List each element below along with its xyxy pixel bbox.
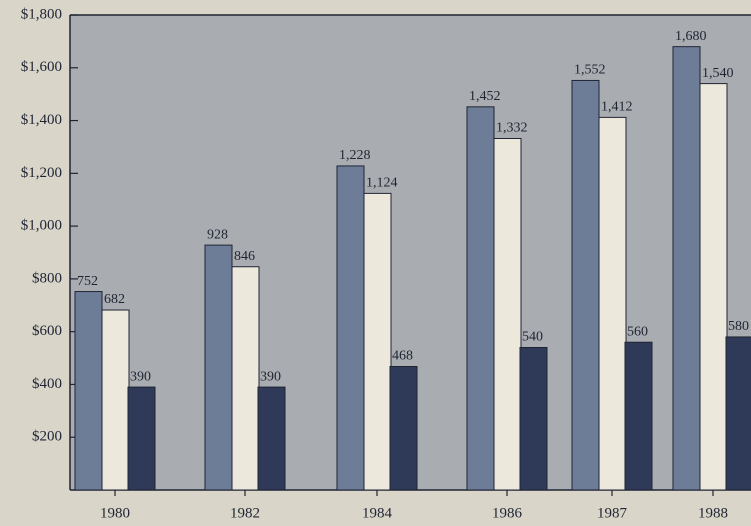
value-label: 1,332: [496, 121, 528, 136]
y-tick-label: $600: [32, 323, 62, 339]
x-tick-label: 1984: [362, 505, 393, 521]
value-label: 540: [522, 330, 543, 345]
value-label: 1,452: [469, 89, 501, 104]
y-tick-label: $1,400: [21, 112, 62, 128]
bar: [363, 192, 392, 491]
y-tick-label: $800: [32, 270, 62, 286]
bar: [672, 46, 701, 491]
value-label: 928: [207, 227, 228, 242]
value-label: 1,680: [675, 29, 707, 44]
value-label: 846: [234, 249, 255, 264]
bar: [725, 336, 751, 491]
value-label: 1,540: [702, 66, 734, 81]
bar: [336, 165, 365, 491]
bar: [74, 291, 103, 491]
y-tick-label: $1,200: [21, 165, 62, 181]
value-label: 752: [77, 274, 98, 289]
value-label: 560: [627, 324, 648, 339]
bar: [231, 266, 260, 491]
bar: [204, 244, 233, 491]
bar: [493, 138, 522, 491]
y-tick-label: $1,000: [21, 218, 62, 234]
x-tick-label: 1980: [100, 505, 130, 521]
value-label: 1,552: [574, 63, 606, 78]
y-tick-label: $200: [32, 429, 62, 445]
y-tick-label: $400: [32, 376, 62, 392]
value-label: 682: [104, 292, 125, 307]
bar: [519, 347, 548, 491]
bar: [571, 79, 600, 491]
value-label: 390: [130, 369, 151, 384]
bar: [598, 116, 627, 491]
bar: [389, 366, 418, 491]
bar: [127, 386, 156, 491]
bar: [466, 106, 495, 491]
y-tick-label: $1,600: [21, 59, 62, 75]
value-label: 1,412: [601, 100, 633, 115]
value-label: 468: [392, 349, 413, 364]
bar: [101, 309, 130, 491]
bar: [699, 83, 728, 491]
bar: [257, 386, 286, 491]
value-label: 580: [728, 319, 749, 334]
y-tick-label: $1,800: [21, 6, 62, 22]
value-label: 1,124: [366, 176, 398, 191]
x-tick-label: 1982: [230, 505, 260, 521]
x-tick-label: 1987: [597, 505, 628, 521]
x-tick-label: 1988: [698, 505, 728, 521]
x-tick-label: 1986: [492, 505, 523, 521]
bar: [624, 341, 653, 491]
value-label: 390: [260, 369, 281, 384]
value-label: 1,228: [339, 148, 371, 163]
